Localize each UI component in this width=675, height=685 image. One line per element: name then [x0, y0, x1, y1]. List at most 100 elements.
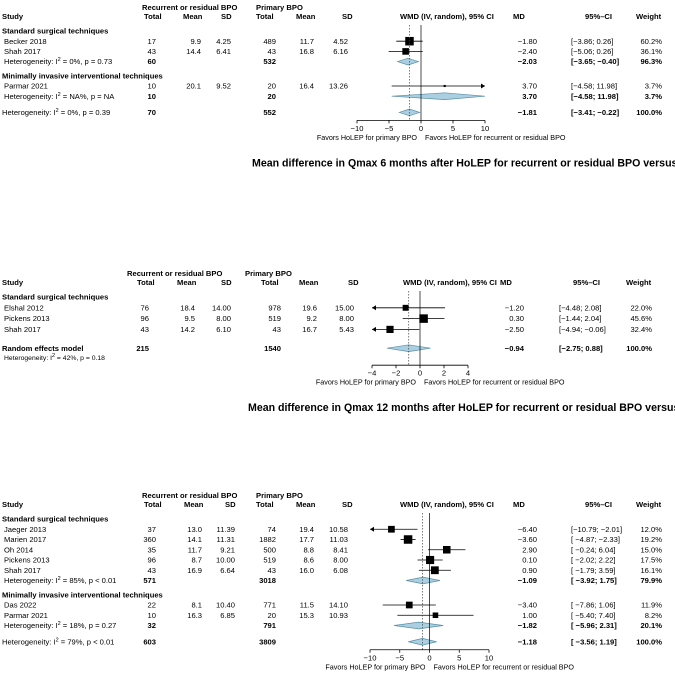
total-cell: 10 — [148, 82, 156, 91]
forest-plot-1: Recurrent or residual BPO Primary BPO Stud… — [2, 3, 675, 169]
study-label: Das 2022 — [4, 601, 37, 610]
x-tick-label: 10 — [485, 653, 493, 662]
total-cell: 43 — [273, 325, 281, 334]
x-tick-label: 0 — [418, 369, 422, 378]
sd-header: SD — [225, 500, 236, 509]
total-cell: 74 — [268, 525, 276, 534]
total-cell: 43 — [148, 47, 156, 56]
total-cell: 771 — [263, 601, 276, 610]
group1-header: Recurrent or residual BPO — [127, 269, 222, 278]
ci-cell: [−1.44; 2.04] — [559, 314, 601, 323]
ci-arrow — [372, 326, 376, 332]
mean-header: Mean — [177, 278, 197, 287]
x-tick-label: 4 — [466, 369, 470, 378]
total-cell: 70 — [148, 108, 156, 117]
total-cell: 20 — [268, 92, 276, 101]
total-cell: 60 — [148, 57, 156, 66]
chart-title: Mean difference in Qmax 12 months after … — [248, 402, 675, 414]
heterogeneity-label: Heterogeneity: I2 = 42%, p = 0.18 — [4, 353, 105, 362]
weight-cell: 100.0% — [636, 108, 662, 117]
subgroup-label: Standard surgical techniques — [2, 293, 108, 302]
mean-cell: 11.5 — [300, 601, 314, 610]
weight-cell: 16.1% — [640, 566, 662, 575]
md-cell: 3.70 — [522, 82, 537, 91]
mean-cell: 8.6 — [303, 556, 314, 565]
ci-cell: [ −5.96; 2.31] — [571, 621, 617, 630]
mean-header: Mean — [296, 500, 316, 509]
mean-cell: 20.1 — [186, 82, 201, 91]
weight-cell: 19.2% — [640, 535, 662, 544]
sd-cell: 8.00 — [333, 556, 348, 565]
md-cell: −2.40 — [518, 47, 537, 56]
mean-cell: 18.4 — [180, 303, 195, 312]
md-cell: −0.94 — [505, 344, 525, 353]
total-cell: 10 — [148, 611, 156, 620]
md-cell: −2.50 — [505, 325, 524, 334]
md-cell: −3.40 — [518, 601, 537, 610]
ci-header: 95%–CI — [585, 12, 612, 21]
total-cell: 978 — [268, 303, 281, 312]
weight-box — [430, 566, 439, 575]
group1-header: Recurrent or residual BPO — [142, 3, 237, 12]
total-cell: 43 — [148, 566, 156, 575]
study-label: Marien 2017 — [4, 535, 46, 544]
weight-header: Weight — [626, 278, 652, 287]
subgroup-label: Minimally invasive interventional techni… — [2, 71, 163, 80]
pooled-diamond — [406, 576, 440, 585]
group2-header: Primary BPO — [245, 269, 292, 278]
ci-header: 95%–CI — [573, 278, 600, 287]
heterogeneity-label: Heterogeneity: I2 = 0%, p = 0.73 — [4, 57, 112, 66]
total-cell: 360 — [143, 535, 156, 544]
weight-box — [442, 545, 451, 554]
total-cell: 20 — [268, 611, 276, 620]
study-label: Elshal 2012 — [4, 303, 44, 312]
total-cell: 552 — [263, 108, 276, 117]
total-cell: 1882 — [259, 535, 276, 544]
weight-cell: 15.0% — [640, 545, 662, 554]
total-header: Total — [256, 500, 274, 509]
ci-cell: [ −1.79; 3.59] — [571, 566, 616, 575]
total-cell: 489 — [263, 37, 276, 46]
sd-header: SD — [342, 12, 353, 21]
mean-cell: 11.7 — [300, 37, 314, 46]
weight-box — [403, 535, 413, 544]
total-cell: 791 — [263, 621, 276, 630]
sd-cell: 6.16 — [333, 47, 348, 56]
total-header: Total — [144, 500, 162, 509]
x-tick-label: 10 — [481, 124, 489, 133]
md-cell: −2.03 — [518, 57, 537, 66]
heterogeneity-label: Heterogeneity: I2 = 79%, p < 0.01 — [2, 637, 114, 646]
total-cell: 37 — [148, 525, 156, 534]
md-cell: 0.30 — [509, 314, 524, 323]
sd-cell: 6.64 — [220, 566, 235, 575]
total-header: Total — [256, 12, 274, 21]
weight-cell: 100.0% — [626, 344, 652, 353]
heterogeneity-label: Heterogeneity: I2 = NA%, p = NA — [4, 92, 115, 101]
sd-cell: 6.10 — [216, 325, 231, 334]
mean-cell: 19.4 — [299, 525, 314, 534]
weight-cell: 3.7% — [645, 92, 663, 101]
x-tick-label: 5 — [451, 124, 455, 133]
sd-cell: 10.40 — [216, 601, 235, 610]
weight-cell: 8.2% — [645, 611, 663, 620]
study-label: Parmar 2021 — [4, 82, 48, 91]
mean-cell: 13.0 — [187, 525, 202, 534]
total-cell: 500 — [263, 545, 276, 554]
weight-cell: 60.2% — [640, 37, 662, 46]
sd-cell: 10.00 — [216, 556, 235, 565]
total-cell: 10 — [148, 92, 156, 101]
x-tick-label: −10 — [364, 653, 377, 662]
total-header: Total — [144, 12, 162, 21]
weight-box — [419, 314, 428, 323]
mean-cell: 16.7 — [302, 325, 317, 334]
weight-cell: 12.0% — [640, 525, 662, 534]
total-cell: 32 — [148, 621, 156, 630]
mean-cell: 8.7 — [191, 556, 202, 565]
mean-cell: 19.6 — [302, 303, 317, 312]
effect-header: WMD (IV, random), 95% CI — [400, 500, 494, 509]
study-label: Parmar 2021 — [4, 611, 48, 620]
subgroup-label: Standard surgical techniques — [2, 27, 108, 36]
md-cell: −3.60 — [518, 535, 537, 544]
weight-header: Weight — [636, 500, 662, 509]
mean-cell: 16.0 — [299, 566, 314, 575]
